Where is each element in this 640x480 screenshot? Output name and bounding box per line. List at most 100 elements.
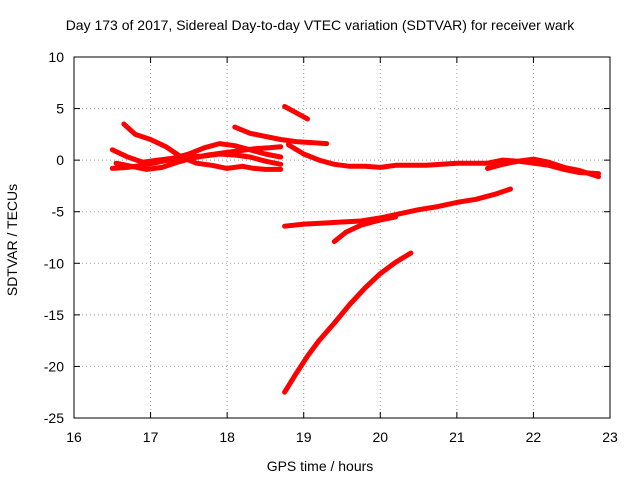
data-point: [263, 151, 268, 157]
data-point: [293, 371, 299, 376]
data-point: [485, 161, 490, 166]
data-point: [500, 162, 505, 167]
data-point: [305, 116, 310, 122]
data-point: [290, 108, 295, 113]
data-point: [278, 167, 283, 172]
data-point: [251, 146, 257, 151]
data-point: [508, 186, 513, 192]
data-series-track: [113, 144, 284, 172]
data-point: [129, 164, 134, 169]
data-point: [416, 207, 421, 212]
data-series-track: [282, 186, 513, 229]
data-point: [397, 211, 402, 216]
data-point: [278, 162, 283, 167]
x-tick-label: 18: [219, 429, 235, 445]
data-point: [347, 164, 352, 169]
data-point: [156, 160, 161, 165]
chart-title: Day 173 of 2017, Sidereal Day-to-day VTE…: [65, 17, 575, 33]
data-point: [282, 223, 287, 229]
data-point: [144, 167, 149, 172]
data-point: [358, 222, 364, 228]
y-tick-label: -10: [44, 255, 64, 271]
data-point: [293, 139, 299, 144]
x-tick-label: 16: [66, 429, 82, 445]
data-point: [148, 137, 153, 142]
data-point: [454, 161, 460, 166]
data-point: [577, 168, 582, 173]
data-point: [247, 154, 253, 160]
data-point: [221, 150, 226, 156]
plot-border: [73, 56, 611, 419]
data-series-track: [285, 142, 601, 177]
data-point: [531, 156, 536, 162]
data-point: [347, 302, 352, 307]
data-point: [267, 145, 272, 150]
data-point: [236, 148, 241, 154]
data-point: [125, 154, 130, 160]
data-point: [301, 221, 306, 227]
x-tick-label: 23: [602, 429, 618, 445]
data-point: [469, 161, 475, 166]
data-point: [110, 147, 115, 153]
data-point: [378, 271, 383, 276]
data-point: [240, 164, 245, 169]
data-point: [424, 163, 429, 168]
data-point: [393, 260, 398, 265]
data-point: [408, 163, 414, 168]
data-point: [194, 161, 199, 166]
data-point: [435, 204, 440, 209]
x-tick-label: 19: [296, 429, 312, 445]
y-tick-label: -15: [44, 307, 64, 323]
data-point: [297, 112, 303, 117]
data-point: [110, 166, 115, 171]
data-point: [393, 163, 398, 168]
x-tick-label: 20: [372, 429, 388, 445]
data-point: [121, 121, 126, 127]
data-point: [339, 219, 345, 225]
x-tick-label: 17: [143, 429, 159, 445]
data-point: [305, 353, 310, 359]
data-point: [224, 166, 230, 171]
data-point: [531, 161, 536, 166]
data-point: [596, 174, 601, 179]
data-point: [282, 390, 287, 395]
data-point: [320, 220, 326, 226]
data-point: [301, 151, 306, 157]
data-point: [454, 200, 460, 205]
data-series-track: [282, 104, 310, 122]
y-tick-label: -20: [44, 358, 64, 374]
data-point: [278, 154, 283, 160]
data-point: [282, 104, 287, 109]
data-point: [251, 166, 257, 171]
data-point: [362, 164, 368, 169]
data-point: [332, 239, 337, 244]
data-point: [217, 141, 222, 146]
y-tick-label: 0: [56, 152, 64, 168]
data-point: [163, 144, 169, 149]
data-point: [278, 137, 283, 142]
data-point: [485, 166, 490, 171]
data-point: [171, 156, 176, 162]
data-point: [175, 160, 180, 165]
data-point: [500, 157, 505, 163]
data-point: [358, 218, 364, 224]
data-point: [209, 163, 215, 168]
x-axis-label: GPS time / hours: [266, 458, 374, 474]
data-point: [263, 134, 268, 139]
data-point: [278, 144, 283, 149]
data-point: [190, 155, 195, 161]
data-point: [561, 165, 567, 170]
data-point: [492, 191, 498, 197]
data-point: [473, 197, 479, 202]
data-point: [362, 285, 368, 291]
data-point: [439, 162, 444, 167]
data-point: [378, 165, 383, 170]
y-tick-label: -5: [52, 204, 65, 220]
data-point: [113, 161, 119, 166]
data-point: [133, 132, 138, 137]
data-point: [316, 157, 322, 163]
data-point: [316, 338, 322, 343]
data-point: [393, 214, 398, 220]
data-point: [324, 141, 329, 146]
